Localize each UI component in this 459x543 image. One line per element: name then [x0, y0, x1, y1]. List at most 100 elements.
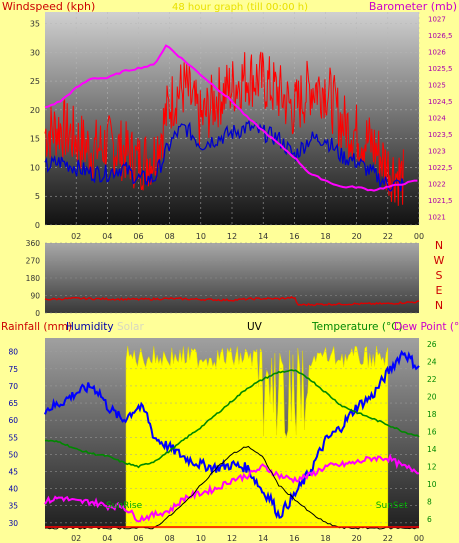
direction-grid: [45, 242, 419, 314]
humidity-tick-label: 80: [8, 348, 18, 357]
y-tick-label: 35: [30, 20, 40, 29]
temperature-series-line: [44, 369, 420, 469]
temperature-tick-label: 22: [427, 375, 437, 384]
x-tick-label: 14: [258, 534, 268, 543]
humidity-series-line: [44, 349, 420, 519]
x-tick-label: 06: [133, 534, 143, 543]
wind-average-series-line: [44, 119, 405, 192]
barometer-tick-label: 1021,5: [428, 197, 453, 205]
humidity-tick-label: 65: [8, 399, 18, 408]
x-tick-label: 04: [102, 534, 112, 543]
wind-series: [44, 44, 418, 206]
compass-direction-label: E: [436, 284, 443, 297]
x-tick-label: 12: [227, 534, 237, 543]
x-tick-label: 08: [165, 232, 175, 241]
y-tick-label: 30: [30, 48, 40, 57]
x-tick-label: 20: [352, 534, 362, 543]
compass-direction-label: W: [434, 254, 445, 267]
barometer-tick-label: 1024,5: [428, 98, 453, 106]
y-tick-label: 0: [35, 221, 40, 230]
x-tick-label: 02: [71, 232, 81, 241]
direction-tick-label: 270: [26, 257, 41, 266]
x-tick-label: 08: [165, 534, 175, 543]
temperature-tick-label: 26: [427, 340, 437, 349]
humidity-tick-label: 35: [8, 502, 18, 511]
temperature-tick-label: 20: [427, 393, 437, 402]
temperature-tick-label: 14: [427, 445, 437, 454]
barometer-series-line: [44, 44, 418, 192]
humidity-tick-label: 60: [8, 416, 18, 425]
barometer-tick-label: 1022: [428, 181, 446, 189]
barometer-tick-label: 1025: [428, 82, 446, 90]
barometer-tick-label: 1022,5: [428, 164, 453, 172]
x-tick-label: 22: [383, 534, 393, 543]
compass-direction-label: N: [435, 239, 443, 252]
rainfall-axis-label: Rainfall (mm): [1, 321, 72, 333]
x-tick-label: 10: [196, 232, 206, 241]
humidity-tick-label: 70: [8, 382, 18, 391]
temperature-tick-label: 12: [427, 463, 437, 472]
x-tick-label: 20: [352, 232, 362, 241]
windspeed-axis-label: Windspeed (kph): [2, 0, 95, 13]
x-tick-label: 12: [227, 232, 237, 241]
temperature-tick-label: 18: [427, 410, 437, 419]
barometer-tick-label: 1021: [428, 214, 446, 222]
barometer-tick-label: 1024: [428, 115, 446, 123]
barometer-tick-label: 1027: [428, 16, 446, 24]
wind-axes: 0 5 10 15 20 25 30 35 02 04 06 08 10 12 14 16 18 20 22 00 10…: [30, 16, 453, 241]
direction-tick-label: 0: [35, 309, 40, 318]
conditions-series: [44, 349, 420, 530]
humidity-tick-label: 30: [8, 519, 18, 528]
uv-axis-label: UV: [247, 321, 263, 333]
dew-point-series-line: [44, 453, 420, 523]
x-tick-label: 02: [71, 534, 81, 543]
barometer-tick-label: 1026: [428, 49, 446, 57]
barometer-axis-label: Barometer (mb): [369, 0, 457, 13]
humidity-tick-label: 75: [8, 365, 18, 374]
dew-point-axis-label: Dew Point (°C): [394, 321, 459, 333]
y-tick-label: 20: [30, 106, 40, 115]
temperature-axis-label: Temperature (°C): [311, 321, 403, 333]
wind-gust-series-line: [44, 51, 404, 206]
humidity-tick-label: 45: [8, 468, 18, 477]
y-tick-label: 15: [30, 135, 40, 144]
barometer-tick-label: 1026,5: [428, 32, 453, 40]
x-tick-label: 10: [196, 534, 206, 543]
sunrise-marker-label: SunRise: [106, 501, 143, 511]
x-tick-label: 16: [289, 534, 299, 543]
direction-series: [44, 296, 420, 307]
x-tick-label: 00: [414, 232, 424, 241]
compass-direction-label: S: [436, 269, 443, 282]
temperature-tick-label: 10: [427, 480, 437, 489]
temperature-tick-label: 6: [427, 515, 432, 524]
x-tick-label: 18: [320, 534, 330, 543]
humidity-tick-label: 40: [8, 485, 18, 494]
x-tick-label: 06: [133, 232, 143, 241]
barometer-tick-label: 1023: [428, 148, 446, 156]
barometer-tick-label: 1023,5: [428, 131, 453, 139]
direction-tick-label: 90: [30, 292, 40, 301]
direction-tick-label: 180: [26, 274, 41, 283]
x-tick-label: 22: [383, 232, 393, 241]
x-tick-label: 04: [102, 232, 112, 241]
temperature-tick-label: 24: [427, 358, 437, 367]
chart-title: 48 hour graph (till 00:00 h): [172, 2, 308, 13]
y-tick-label: 10: [30, 163, 40, 172]
direction-tick-label: 360: [26, 239, 41, 248]
wind-direction-series-line: [44, 296, 420, 307]
humidity-tick-label: 55: [8, 433, 18, 442]
uv-series-line: [44, 445, 419, 530]
barometer-tick-label: 1025,5: [428, 65, 453, 73]
humidity-axis-label: Humidity: [66, 321, 114, 333]
conditions-axes: 30 35 40 45 50 55 60 65 70 75 80 6 8 10 12 14 16 18 20 22 24…: [8, 340, 436, 543]
humidity-tick-label: 50: [8, 450, 18, 459]
x-tick-label: 18: [320, 232, 330, 241]
temperature-tick-label: 8: [427, 498, 432, 507]
compass-direction-label: N: [435, 299, 443, 312]
y-tick-label: 5: [35, 192, 40, 201]
y-tick-label: 25: [30, 77, 40, 86]
sunset-marker-label: SunSet: [376, 501, 408, 511]
x-tick-label: 14: [258, 232, 268, 241]
